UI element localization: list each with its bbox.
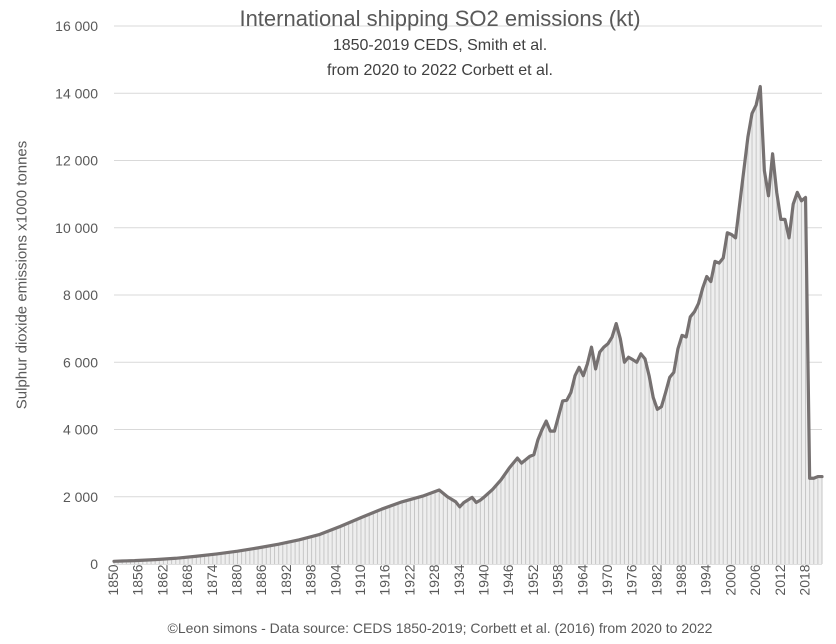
y-tick-label: 6 000 [63, 354, 98, 370]
area-fill [114, 86, 822, 564]
x-tick-label: 2018 [797, 564, 813, 595]
x-tick-label: 2012 [772, 564, 788, 595]
x-tick-label: 1910 [352, 564, 368, 595]
y-tick-label: 4 000 [63, 422, 98, 438]
x-tick-label: 1862 [154, 564, 170, 595]
x-tick-label: 1874 [204, 564, 220, 595]
emissions-line [112, 84, 824, 563]
gridlines [114, 25, 822, 565]
y-axis-label: Sulphur dioxide emissions x1000 tonnes [13, 140, 31, 410]
chart-subtitle-line-1: 1850-2019 CEDS, Smith et al. [332, 37, 548, 54]
data-area [114, 86, 822, 564]
chart-title: International shipping SO2 emissions (kt… [239, 6, 641, 31]
x-tick-label: 1904 [327, 564, 343, 595]
y-tick-label: 10 000 [55, 220, 98, 236]
x-tick-label: 1988 [673, 564, 689, 595]
source-note: ©Leon simons - Data source: CEDS 1850-20… [167, 620, 713, 636]
x-tick-label: 1856 [130, 564, 146, 595]
x-tick-label: 2006 [747, 564, 763, 595]
data-line [112, 84, 824, 563]
x-tick-label: 1880 [228, 564, 244, 595]
y-tick-label: 0 [90, 556, 98, 572]
x-tick-label: 1958 [550, 564, 566, 595]
x-tick-label: 1970 [599, 564, 615, 595]
x-tick-label: 1952 [525, 564, 541, 595]
x-tick-label: 1868 [179, 564, 195, 595]
x-tick-label: 1886 [253, 564, 269, 595]
x-tick-label: 1940 [475, 564, 491, 595]
x-tick-label: 1994 [698, 564, 714, 595]
y-tick-label: 16 000 [55, 18, 98, 34]
x-tick-label: 1898 [303, 564, 319, 595]
x-tick-label: 1928 [426, 564, 442, 595]
x-tick-label: 2000 [722, 564, 738, 595]
x-tick-label: 1916 [377, 564, 393, 595]
y-tick-label: 12 000 [55, 153, 98, 169]
x-tick-label: 1892 [278, 564, 294, 595]
x-tick-label: 1934 [451, 564, 467, 595]
x-tick-label: 1982 [648, 564, 664, 595]
x-tick-label: 1946 [500, 564, 516, 595]
y-axis-ticks: 0 2 000 4 000 6 000 8 000 10 000 12 000 14 000 1… [55, 18, 98, 572]
x-tick-label: 1964 [574, 564, 590, 595]
chart-subtitle-line-2: from 2020 to 2022 Corbett et al. [327, 62, 553, 79]
x-tick-label: 1922 [401, 564, 417, 595]
y-tick-label: 14 000 [55, 85, 98, 101]
x-tick-label: 1850 [105, 564, 121, 595]
x-tick-label: 1976 [624, 564, 640, 595]
y-tick-label: 2 000 [63, 489, 98, 505]
x-axis-ticks: 1850 1856 1862 1868 1874 1880 1886 1892 1898 1904… [105, 564, 813, 595]
y-tick-label: 8 000 [63, 287, 98, 303]
